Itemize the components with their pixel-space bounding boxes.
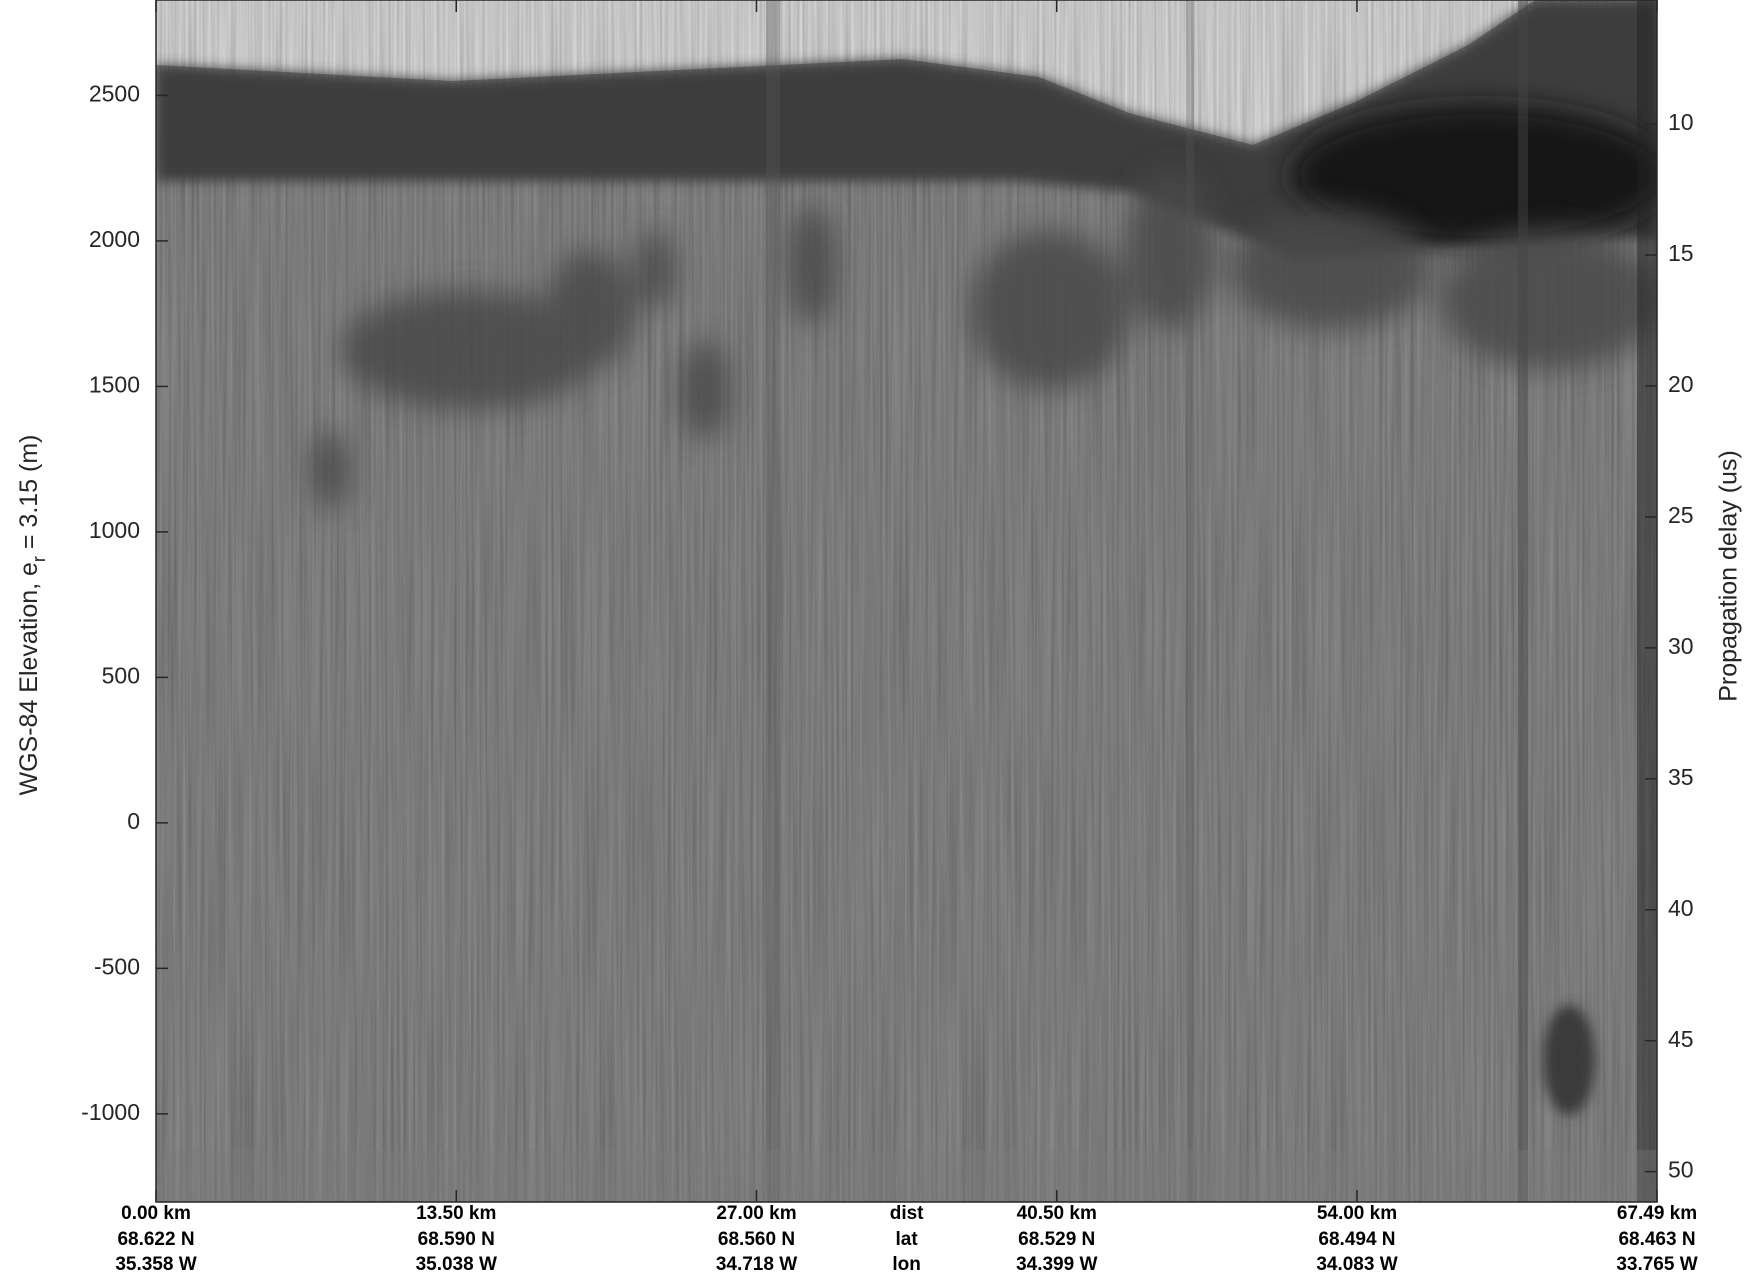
lat-label: 68.560 N xyxy=(718,1229,795,1250)
air-region xyxy=(156,0,1535,145)
lon-label: 34.399 W xyxy=(1016,1254,1097,1275)
y2-tick-label: 30 xyxy=(1668,633,1694,659)
y-axis-label: WGS-84 Elevation, er = 3.15 (m) xyxy=(15,434,49,795)
stripe xyxy=(766,0,780,1202)
stripe xyxy=(1186,0,1194,1202)
y2-tick-label: 50 xyxy=(1668,1157,1694,1183)
y2-axis-label: Propagation delay (us) xyxy=(1715,450,1743,702)
row-name: lat xyxy=(896,1229,919,1250)
lat-label: 68.494 N xyxy=(1318,1229,1395,1250)
x-tick-label: 54.00 km xyxy=(1317,1203,1397,1224)
radargram xyxy=(156,0,1657,1202)
bottom-band xyxy=(156,1150,1657,1202)
lon-label: 34.083 W xyxy=(1316,1254,1397,1275)
y-tick-label: 1500 xyxy=(89,371,140,397)
x-tick-label: 13.50 km xyxy=(416,1203,496,1224)
y-label-main: WGS-84 Elevation, e xyxy=(15,562,43,795)
lat-label: 68.622 N xyxy=(117,1229,194,1250)
x-tick-label: 40.50 km xyxy=(1017,1203,1097,1224)
y2-tick-label: 40 xyxy=(1668,895,1694,921)
lon-label: 33.765 W xyxy=(1616,1254,1697,1275)
x-tick-label: 0.00 km xyxy=(121,1203,191,1224)
y-tick-label: 2500 xyxy=(89,81,140,107)
lat-label: 68.463 N xyxy=(1618,1229,1695,1250)
x-tick-label: 67.49 km xyxy=(1617,1203,1697,1224)
stripe xyxy=(1518,0,1528,1202)
y2-tick-label: 35 xyxy=(1668,764,1694,790)
lat-label: 68.590 N xyxy=(418,1229,495,1250)
y-tick-label: -1000 xyxy=(81,1099,140,1125)
y2-tick-label: 20 xyxy=(1668,371,1694,397)
plot-frame xyxy=(155,0,1658,1203)
y-tick-label: 500 xyxy=(102,662,140,688)
x-tick-label: 27.00 km xyxy=(716,1203,796,1224)
y2-tick-label: 10 xyxy=(1668,109,1694,135)
y-tick-label: -500 xyxy=(94,953,140,979)
row-name: lon xyxy=(892,1254,921,1275)
internal-layers xyxy=(310,170,1657,510)
y-label-end: = 3.15 (m) xyxy=(15,434,43,556)
hyperbola xyxy=(1543,1005,1595,1115)
stripe xyxy=(1637,0,1657,1202)
surface-dark xyxy=(1290,105,1657,245)
lon-label: 35.358 W xyxy=(115,1254,196,1275)
y2-tick-label: 45 xyxy=(1668,1026,1694,1052)
row-name: dist xyxy=(890,1203,924,1224)
lon-label: 34.718 W xyxy=(716,1254,797,1275)
y-label-sub: r xyxy=(29,556,49,562)
y-tick-label: 0 xyxy=(127,808,140,834)
surface-band xyxy=(156,0,1657,260)
y2-tick-label: 15 xyxy=(1668,240,1694,266)
y-tick-label: 1000 xyxy=(89,517,140,543)
lat-label: 68.529 N xyxy=(1018,1229,1095,1250)
lon-label: 35.038 W xyxy=(416,1254,497,1275)
y-tick-label: 2000 xyxy=(89,226,140,252)
y2-tick-label: 25 xyxy=(1668,502,1694,528)
